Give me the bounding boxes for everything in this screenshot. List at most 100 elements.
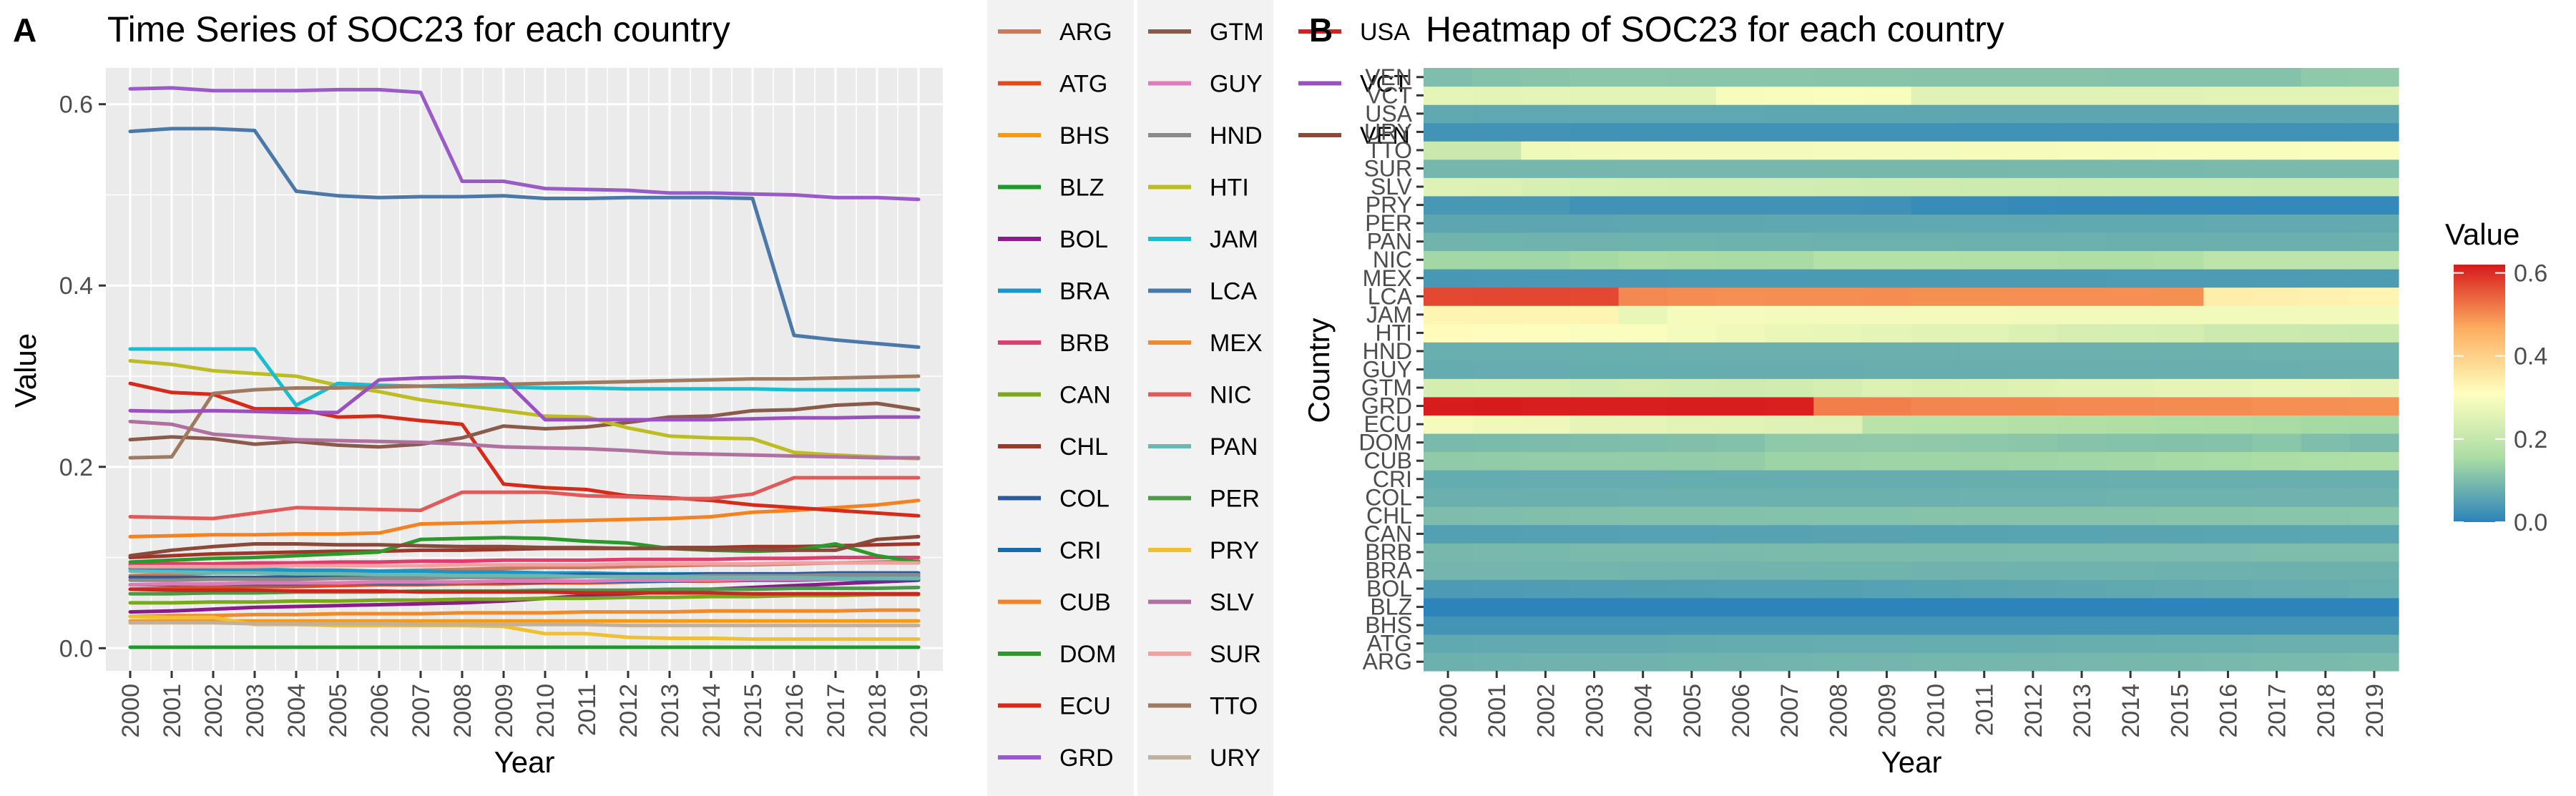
heatmap-cell <box>2155 506 2204 526</box>
heatmap-cell <box>1862 104 1912 124</box>
heatmap-cell <box>1862 597 1912 616</box>
heatmap-cell <box>2057 214 2107 233</box>
heatmap-cell <box>2155 488 2204 507</box>
heatmap-cell <box>2203 287 2253 306</box>
legend-label: GRD <box>1059 745 1114 772</box>
heatmap-cell <box>2155 543 2204 562</box>
heatmap-cell <box>2252 68 2302 87</box>
heatmap-cell <box>2301 141 2351 160</box>
heatmap-cell <box>1813 597 1863 616</box>
heatmap-cell <box>1715 579 1766 599</box>
heatmap-cell <box>2057 488 2107 507</box>
heatmap-cell <box>2301 579 2351 599</box>
series-line-usa <box>128 587 921 596</box>
heatmap-cell <box>2008 141 2058 160</box>
legend-item-nic: NIC <box>1148 382 1252 409</box>
heatmap-cell <box>1715 323 1766 343</box>
heatmap-cell <box>2106 634 2155 654</box>
heatmap-cell <box>2203 470 2253 489</box>
heatmap-cell <box>1472 470 1522 489</box>
legend-item-chl: CHL <box>998 433 1108 461</box>
legend-item-grd: GRD <box>998 745 1114 772</box>
heatmap-cell <box>2008 616 2058 635</box>
heatmap-cell <box>2252 597 2302 616</box>
heatmap-cell <box>2203 104 2253 124</box>
heatmap-cell <box>2008 524 2058 544</box>
heatmap-cell <box>1765 616 1814 635</box>
heatmap-cell <box>1959 305 2009 325</box>
heatmap-cell <box>2155 396 2204 416</box>
heatmap-cell <box>2252 323 2302 343</box>
heatmap-cell <box>1959 360 2009 379</box>
heatmap-cell <box>1862 159 1912 178</box>
heatmap-cell <box>1472 543 1522 562</box>
heatmap-cell <box>2106 506 2155 526</box>
heatmap-cell <box>2106 543 2155 562</box>
heatmap-cell <box>1911 652 1961 672</box>
heatmap-cell <box>1813 122 1863 142</box>
heatmap-cell <box>1715 305 1766 325</box>
y-tick-label: BHS <box>1365 612 1412 638</box>
heatmap-cell <box>1911 68 1961 87</box>
series-line-brb <box>128 556 921 567</box>
heatmap-cell <box>1911 342 1961 361</box>
heatmap-cell <box>1862 305 1912 325</box>
heatmap-cell <box>2008 506 2058 526</box>
heatmap-cell <box>2155 305 2204 325</box>
heatmap-cell <box>1862 269 1912 288</box>
heatmap-cell <box>1521 634 1571 654</box>
heatmap-cell <box>1911 616 1961 635</box>
heatmap-cell <box>1862 524 1912 544</box>
heatmap-cell <box>1667 396 1717 416</box>
heatmap-cell <box>1862 378 1912 398</box>
y-tick-label: VCT <box>1366 82 1412 108</box>
heatmap-cell <box>2106 250 2155 270</box>
heatmap-cell <box>2106 232 2155 252</box>
series-line-sur <box>128 561 921 569</box>
x-tick-label: 2014 <box>698 684 725 738</box>
x-tick-label: 2018 <box>864 684 891 738</box>
x-tick-label: 2000 <box>1435 684 1462 738</box>
heatmap-cell <box>2057 86 2107 105</box>
heatmap-cell <box>2106 305 2155 325</box>
heatmap-cell <box>1667 433 1717 453</box>
heatmap-cell <box>1715 214 1766 233</box>
y-tick-label: DOM <box>1358 430 1412 456</box>
heatmap-cell <box>2203 177 2253 197</box>
heatmap-cell <box>1472 451 1522 471</box>
y-tick-label: PER <box>1365 210 1412 236</box>
heatmap-cell <box>1715 415 1766 434</box>
legend-item-per: PER <box>1148 486 1260 513</box>
x-tick-label: 2001 <box>159 684 186 738</box>
heatmap-cell <box>1618 470 1668 489</box>
heatmap-cell <box>1521 305 1571 325</box>
heatmap-cell <box>1862 506 1912 526</box>
legend-item-pry: PRY <box>1148 537 1259 564</box>
heatmap-cell <box>2008 579 2058 599</box>
x-tick-label: 2003 <box>242 684 269 738</box>
heatmap-cell <box>1862 396 1912 416</box>
heatmap-cell <box>2008 250 2058 270</box>
heatmap-cell <box>1765 141 1814 160</box>
heatmap-cell <box>1618 524 1668 544</box>
legend-item-can: CAN <box>998 382 1111 409</box>
heatmap-cell <box>2349 451 2399 471</box>
heatmap-cell <box>1911 597 1961 616</box>
heatmap-cell <box>1765 232 1814 252</box>
y-tick-label: HND <box>1363 338 1412 364</box>
heatmap-cell <box>2155 360 2204 379</box>
legend-label: CRI <box>1059 537 1102 564</box>
heatmap-cell <box>2008 159 2058 178</box>
heatmap-cell <box>1862 433 1912 453</box>
heatmap-cell <box>2203 214 2253 233</box>
heatmap-cell <box>1424 305 1473 325</box>
heatmap-cell <box>2301 360 2351 379</box>
heatmap-cell <box>2252 488 2302 507</box>
legend-item-hnd: HND <box>1148 122 1263 149</box>
heatmap-cell <box>2155 561 2204 580</box>
heatmap-cell <box>1959 323 2009 343</box>
heatmap-cell <box>1862 232 1912 252</box>
heatmap-cell <box>1765 86 1814 105</box>
heatmap-cell <box>2155 104 2204 124</box>
heatmap-cell <box>1569 86 1620 105</box>
